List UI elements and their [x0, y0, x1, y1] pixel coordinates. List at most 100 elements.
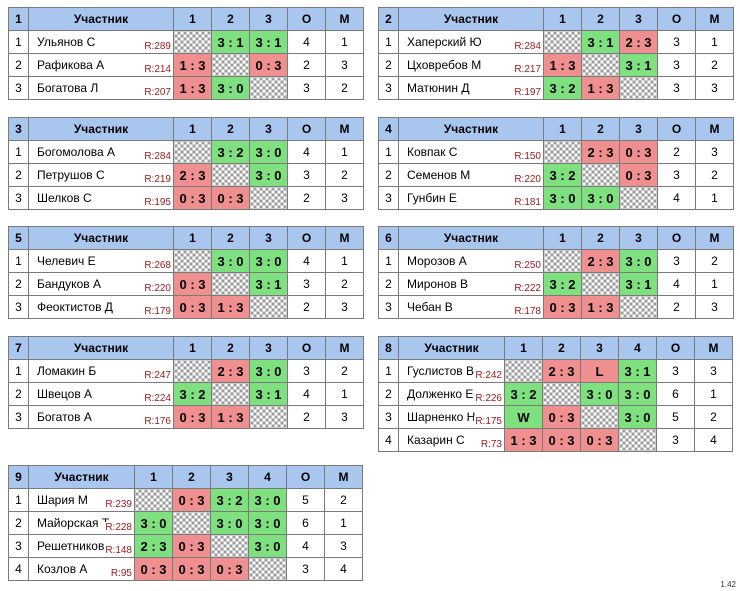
match-result[interactable]: 0 : 3: [172, 534, 211, 558]
match-result[interactable]: 3 : 0: [249, 163, 288, 187]
player-name[interactable]: Морозов А: [407, 254, 467, 268]
match-result[interactable]: 3 : 1: [619, 272, 658, 296]
match-result[interactable]: 3 : 0: [543, 186, 582, 210]
match-result[interactable]: 3 : 1: [619, 53, 658, 77]
match-result[interactable]: 3 : 0: [249, 140, 288, 164]
match-result[interactable]: 3 : 1: [211, 30, 250, 54]
player-name[interactable]: Чебан В: [407, 300, 453, 314]
match-result[interactable]: 3 : 1: [581, 30, 620, 54]
player-name[interactable]: Рафикова А: [37, 58, 105, 72]
player-name[interactable]: Феоктистов Д: [37, 300, 113, 314]
player-name[interactable]: Шария М: [37, 493, 88, 507]
match-result[interactable]: 3 : 1: [618, 359, 657, 383]
player-name[interactable]: Ульянов С: [37, 35, 96, 49]
player-name[interactable]: Семенов М: [407, 168, 471, 182]
match-result[interactable]: 3 : 0: [581, 186, 620, 210]
match-result[interactable]: 3 : 1: [249, 30, 288, 54]
player-name[interactable]: Бандуков А: [37, 277, 101, 291]
match-result[interactable]: 0 : 3: [580, 428, 619, 452]
match-result[interactable]: 1 : 3: [211, 295, 250, 319]
match-result[interactable]: 3 : 0: [211, 76, 250, 100]
opponent-column-header: 3: [210, 465, 249, 489]
match-result[interactable]: 0 : 3: [542, 428, 581, 452]
player-name[interactable]: Ломакин Б: [37, 364, 97, 378]
match-result[interactable]: 1 : 3: [543, 53, 582, 77]
match-result[interactable]: 3 : 1: [249, 272, 288, 296]
match-result[interactable]: 3 : 0: [619, 249, 658, 273]
match-result[interactable]: 2 : 3: [619, 30, 658, 54]
match-result[interactable]: 3 : 0: [248, 534, 287, 558]
match-result[interactable]: 1 : 3: [581, 295, 620, 319]
match-result[interactable]: 3 : 2: [543, 76, 582, 100]
match-result[interactable]: 2 : 3: [173, 163, 212, 187]
match-result[interactable]: 3 : 0: [580, 382, 619, 406]
match-result[interactable]: 3 : 0: [248, 511, 287, 535]
match-result[interactable]: 3 : 0: [618, 382, 657, 406]
match-result[interactable]: 0 : 3: [173, 295, 212, 319]
player-name[interactable]: Богатов А: [37, 410, 92, 424]
match-result[interactable]: 0 : 3: [619, 140, 658, 164]
player-name[interactable]: Гуслистов В: [407, 364, 475, 378]
group-number: 1: [8, 7, 29, 31]
player-name[interactable]: Богатова Л: [37, 81, 99, 95]
player-name[interactable]: Матюнин Д: [407, 81, 470, 95]
match-result[interactable]: 3 : 1: [249, 382, 288, 406]
player-name[interactable]: Богомолова А: [37, 145, 116, 159]
player-name[interactable]: Казарин С: [407, 433, 465, 447]
match-result[interactable]: 2 : 3: [581, 140, 620, 164]
player-cell: Майорская Т R:228: [28, 511, 135, 535]
player-name[interactable]: Решетников: [37, 539, 105, 553]
match-result[interactable]: 0 : 3: [249, 53, 288, 77]
match-result[interactable]: 0 : 3: [543, 295, 582, 319]
match-result[interactable]: 1 : 3: [211, 405, 250, 429]
player-name[interactable]: Гунбин Е: [407, 191, 457, 205]
player-name[interactable]: Миронов В: [407, 277, 469, 291]
match-result[interactable]: 3 : 2: [173, 382, 212, 406]
player-name[interactable]: Козлов А: [37, 562, 88, 576]
match-result[interactable]: 3 : 0: [134, 511, 173, 535]
match-result[interactable]: 3 : 2: [543, 272, 582, 296]
match-result[interactable]: 0 : 3: [172, 557, 211, 581]
match-result[interactable]: 3 : 0: [249, 249, 288, 273]
match-result[interactable]: 1 : 3: [581, 76, 620, 100]
player-name[interactable]: Ковпак С: [407, 145, 458, 159]
player-name[interactable]: Челевич Е: [37, 254, 96, 268]
player-name[interactable]: Шелков С: [37, 191, 92, 205]
match-result[interactable]: 3 : 0: [210, 511, 249, 535]
match-result[interactable]: 2 : 3: [542, 359, 581, 383]
match-result[interactable]: L: [580, 359, 619, 383]
player-name[interactable]: Майорская Т: [37, 516, 110, 530]
match-result[interactable]: 0 : 3: [210, 557, 249, 581]
match-result[interactable]: 0 : 3: [134, 557, 173, 581]
player-name[interactable]: Цховребов М: [407, 58, 482, 72]
match-result[interactable]: 2 : 3: [211, 359, 250, 383]
match-result[interactable]: 0 : 3: [173, 272, 212, 296]
match-result[interactable]: 3 : 0: [211, 249, 250, 273]
match-result[interactable]: 3 : 2: [543, 163, 582, 187]
player-name[interactable]: Петрушов С: [37, 168, 105, 182]
match-result[interactable]: 3 : 0: [618, 405, 657, 429]
match-result[interactable]: 2 : 3: [134, 534, 173, 558]
match-result[interactable]: 3 : 0: [248, 488, 287, 512]
match-result[interactable]: 0 : 3: [619, 163, 658, 187]
match-result[interactable]: 3 : 0: [249, 359, 288, 383]
match-result[interactable]: 0 : 3: [542, 405, 581, 429]
player-name[interactable]: Шарненко Н: [407, 410, 476, 424]
match-result[interactable]: 0 : 3: [173, 186, 212, 210]
match-result[interactable]: 1 : 3: [173, 76, 212, 100]
match-result[interactable]: W: [504, 405, 543, 429]
match-result[interactable]: 1 : 3: [173, 53, 212, 77]
match-result[interactable]: 3 : 2: [504, 382, 543, 406]
match-result[interactable]: 0 : 3: [211, 186, 250, 210]
player-name[interactable]: Швецов А: [37, 387, 93, 401]
player-name[interactable]: Хаперский Ю: [407, 35, 482, 49]
match-result[interactable]: 0 : 3: [172, 488, 211, 512]
match-result[interactable]: 0 : 3: [173, 405, 212, 429]
match-result[interactable]: 3 : 2: [210, 488, 249, 512]
match-result[interactable]: 2 : 3: [581, 249, 620, 273]
match-result[interactable]: 3 : 2: [211, 140, 250, 164]
player-name[interactable]: Долженко Е: [407, 387, 474, 401]
match-result[interactable]: 1 : 3: [504, 428, 543, 452]
